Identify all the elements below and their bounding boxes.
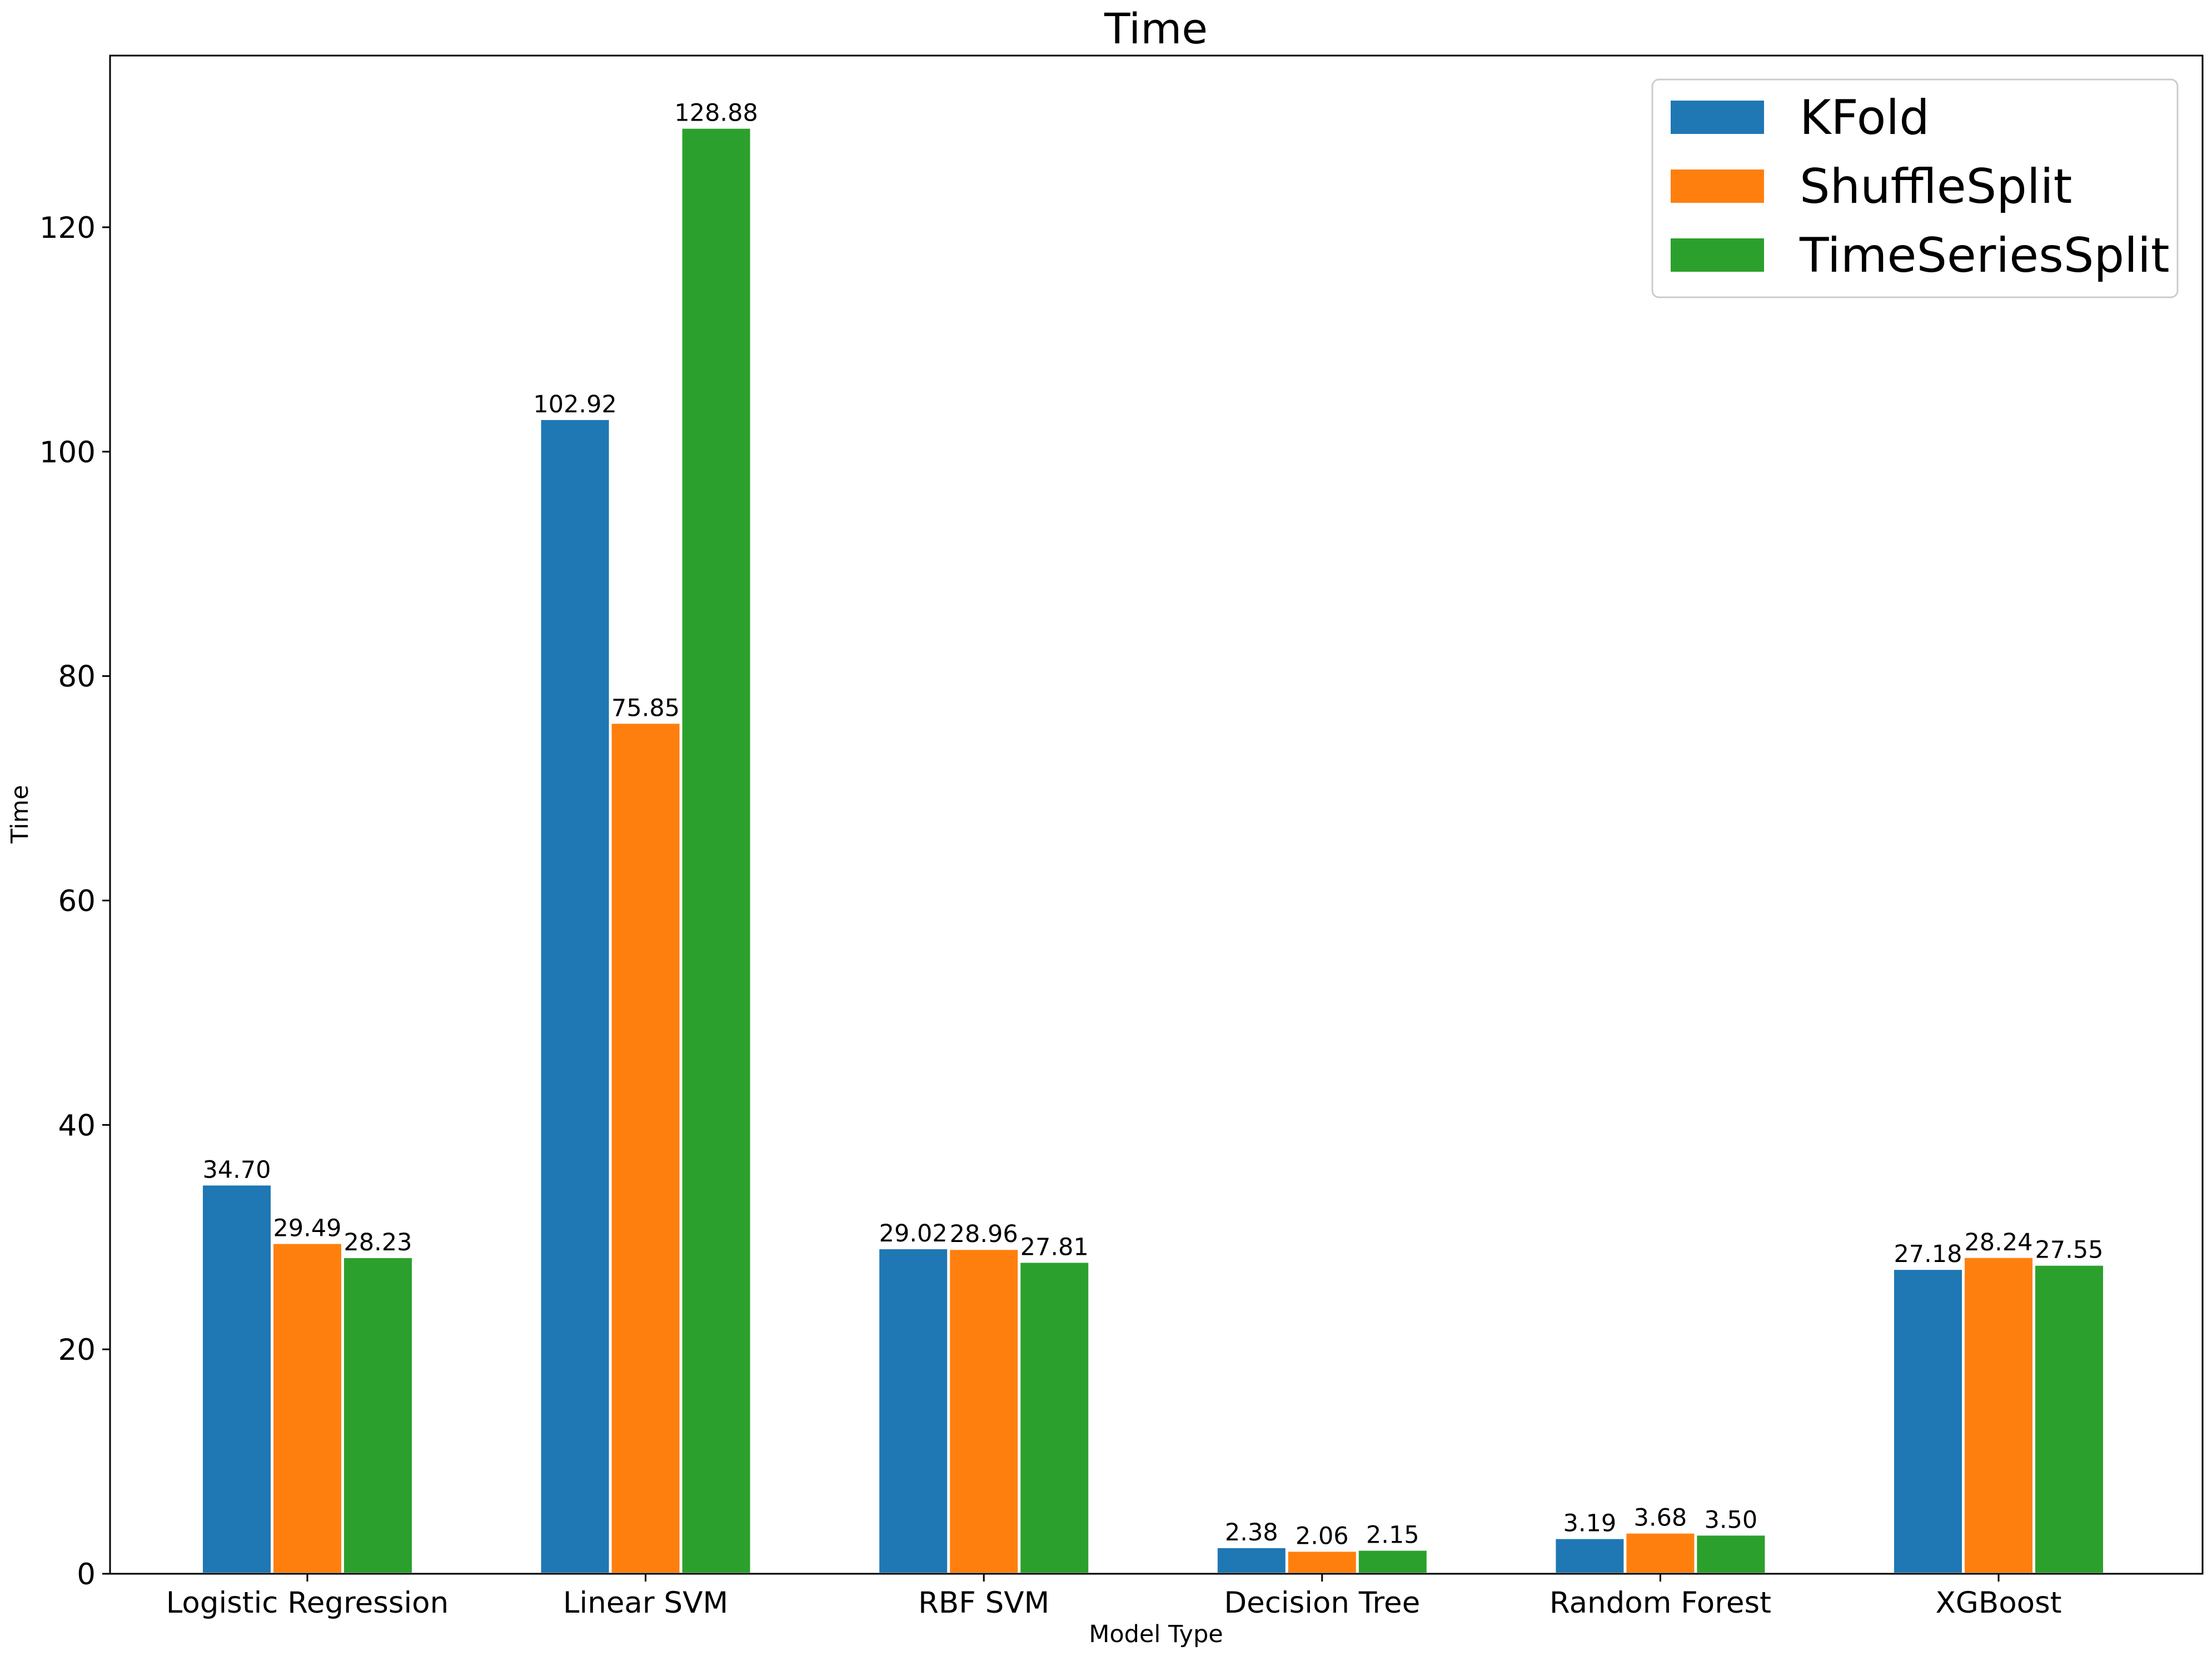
bar-shufflesplit-2 xyxy=(948,1248,1020,1575)
x-tick-label-5: XGBoost xyxy=(1936,1586,2062,1620)
data-label-timeseriessplit-3: 2.15 xyxy=(1366,1522,1419,1549)
data-label-shufflesplit-3: 2.06 xyxy=(1296,1522,1349,1550)
y-tick-label-4: 80 xyxy=(58,660,96,694)
legend-swatch-shufflesplit xyxy=(1671,169,1764,203)
x-tick-label-2: RBF SVM xyxy=(918,1586,1049,1620)
y-tick-label-3: 60 xyxy=(58,884,96,918)
bar-shufflesplit-4 xyxy=(1624,1531,1697,1575)
data-label-kfold-3: 2.38 xyxy=(1225,1519,1278,1547)
data-label-shufflesplit-0: 29.49 xyxy=(273,1215,341,1243)
bar-timeseriessplit-4 xyxy=(1695,1533,1767,1575)
data-label-kfold-1: 102.92 xyxy=(533,391,616,418)
legend-swatch-timeseriessplit xyxy=(1671,238,1764,272)
y-axis-title: Time xyxy=(6,785,34,844)
axes-frame xyxy=(109,54,2204,1575)
data-label-kfold-4: 3.19 xyxy=(1563,1510,1617,1538)
data-label-timeseriessplit-2: 27.81 xyxy=(1020,1233,1089,1261)
data-label-shufflesplit-2: 28.96 xyxy=(950,1220,1018,1248)
bar-kfold-4 xyxy=(1553,1537,1626,1575)
y-tick-label-6: 120 xyxy=(39,211,96,245)
y-tick-label-2: 40 xyxy=(58,1109,96,1143)
data-label-shufflesplit-5: 28.24 xyxy=(1964,1229,2032,1256)
data-label-timeseriessplit-0: 28.23 xyxy=(343,1229,412,1256)
bar-timeseriessplit-0 xyxy=(342,1255,414,1575)
bar-shufflesplit-1 xyxy=(609,721,682,1575)
y-tick-label-1: 20 xyxy=(58,1333,96,1367)
y-tick-label-0: 0 xyxy=(77,1558,96,1592)
bar-timeseriessplit-3 xyxy=(1356,1548,1429,1575)
bar-timeseriessplit-1 xyxy=(680,126,753,1575)
legend-label-kfold: KFold xyxy=(1800,90,1930,146)
x-tick-label-3: Decision Tree xyxy=(1224,1586,1420,1620)
legend-swatch-kfold xyxy=(1671,101,1764,134)
data-label-kfold-0: 34.70 xyxy=(202,1156,271,1184)
data-label-kfold-5: 27.18 xyxy=(1894,1240,1962,1268)
bar-shufflesplit-3 xyxy=(1286,1549,1358,1575)
plot-area: 34.70 102.92 29.02 2.38 3.19 27.18 29.49 75.85 2… xyxy=(39,54,2204,1620)
data-label-timeseriessplit-4: 3.50 xyxy=(1705,1506,1758,1534)
legend: KFold ShuffleSplit TimeSeriesSplit xyxy=(1651,78,2179,298)
bar-kfold-2 xyxy=(877,1247,950,1575)
data-label-kfold-2: 29.02 xyxy=(879,1220,948,1248)
x-axis-title: Model Type xyxy=(1089,1620,1223,1648)
bar-shufflesplit-5 xyxy=(1962,1255,2035,1575)
x-tick-label-1: Linear SVM xyxy=(563,1586,728,1620)
bar-shufflesplit-0 xyxy=(271,1241,343,1575)
data-label-timeseriessplit-1: 128.88 xyxy=(674,99,758,127)
bar-kfold-3 xyxy=(1215,1545,1288,1575)
legend-label-shufflesplit: ShuffleSplit xyxy=(1800,159,2072,215)
legend-box xyxy=(1651,78,2179,298)
chart-title: Time xyxy=(1104,4,1208,53)
data-label-shufflesplit-4: 3.68 xyxy=(1634,1504,1687,1532)
bar-kfold-1 xyxy=(539,417,611,1575)
bar-timeseriessplit-5 xyxy=(2033,1263,2105,1575)
x-tick-label-0: Logistic Regression xyxy=(166,1586,449,1620)
bar-kfold-5 xyxy=(1892,1268,1964,1575)
bar-timeseriessplit-2 xyxy=(1018,1260,1091,1575)
y-tick-label-5: 100 xyxy=(39,436,96,470)
data-label-timeseriessplit-5: 27.55 xyxy=(2035,1236,2103,1264)
bar-kfold-0 xyxy=(201,1183,273,1575)
data-label-shufflesplit-1: 75.85 xyxy=(611,694,680,722)
x-tick-label-4: Random Forest xyxy=(1550,1586,1771,1620)
legend-label-timeseriessplit: TimeSeriesSplit xyxy=(1799,228,2170,283)
